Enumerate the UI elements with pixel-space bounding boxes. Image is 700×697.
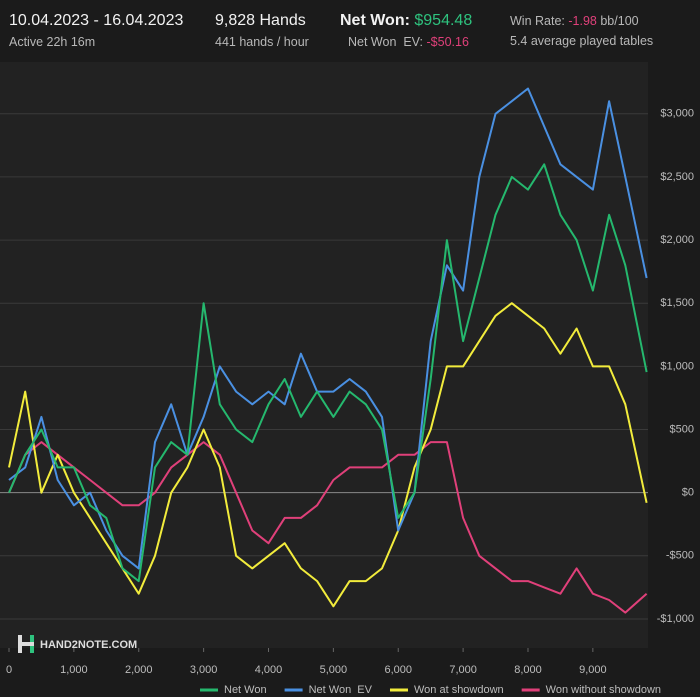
x-tick-label: 1,000	[60, 664, 88, 676]
logo-text: HAND2NOTE.COM	[40, 639, 137, 651]
x-tick-label: 9,000	[579, 664, 607, 676]
date-range: 10.04.2023 - 16.04.2023	[9, 12, 184, 29]
y-tick-label: $500	[670, 423, 694, 435]
win-rate-unit: bb/100	[600, 14, 639, 28]
y-tick-label: $1,000	[660, 360, 694, 372]
x-tick-label: 2,000	[125, 664, 153, 676]
series-line	[8, 163, 648, 583]
y-tick-label: -$500	[666, 550, 694, 562]
logo-mark	[18, 642, 34, 646]
x-tick-label: 0	[6, 664, 12, 676]
y-tick-label: $2,500	[660, 171, 694, 183]
net-won-value: $954.48	[414, 12, 473, 29]
y-tick-label: $0	[682, 487, 694, 499]
hands: 9,828 Hands	[215, 12, 306, 29]
net-won-label: Net Won:	[340, 12, 410, 29]
y-tick-label: $2,000	[660, 234, 694, 246]
series-line	[8, 441, 648, 614]
x-tick-label: 4,000	[255, 664, 283, 676]
y-tick-label: $3,000	[660, 108, 694, 120]
y-tick-label: -$1,000	[657, 613, 694, 625]
win-rate: Win Rate: -1.98 bb/100	[510, 14, 639, 28]
x-tick-label: 7,000	[449, 664, 477, 676]
x-tick-label: 8,000	[514, 664, 542, 676]
legend-label: Won at showdown	[414, 684, 504, 696]
tables: 5.4 average played tables	[510, 34, 654, 48]
net-won-ev: Net Won EV: -$50.16	[348, 35, 469, 49]
series-line	[8, 302, 648, 608]
logo: HAND2NOTE.COM	[18, 635, 137, 653]
y-tick-label: $1,500	[660, 297, 694, 309]
x-tick-label: 6,000	[384, 664, 412, 676]
win-rate-value: -1.98	[568, 14, 597, 28]
active-time: Active 22h 16m	[9, 35, 96, 49]
legend-label: Won without showdown	[546, 684, 661, 696]
hands-per-hour: 441 hands / hour	[215, 35, 309, 49]
legend-label: Net Won EV	[309, 684, 373, 696]
net-won-ev-value: -$50.16	[426, 35, 469, 49]
net-won: Net Won: $954.48	[340, 12, 472, 30]
net-won-ev-label: Net Won EV:	[348, 35, 424, 49]
win-rate-label: Win Rate:	[510, 14, 565, 28]
x-tick-label: 5,000	[320, 664, 348, 676]
x-tick-label: 3,000	[190, 664, 218, 676]
legend-label: Net Won	[224, 684, 267, 696]
plot-area	[0, 62, 648, 648]
